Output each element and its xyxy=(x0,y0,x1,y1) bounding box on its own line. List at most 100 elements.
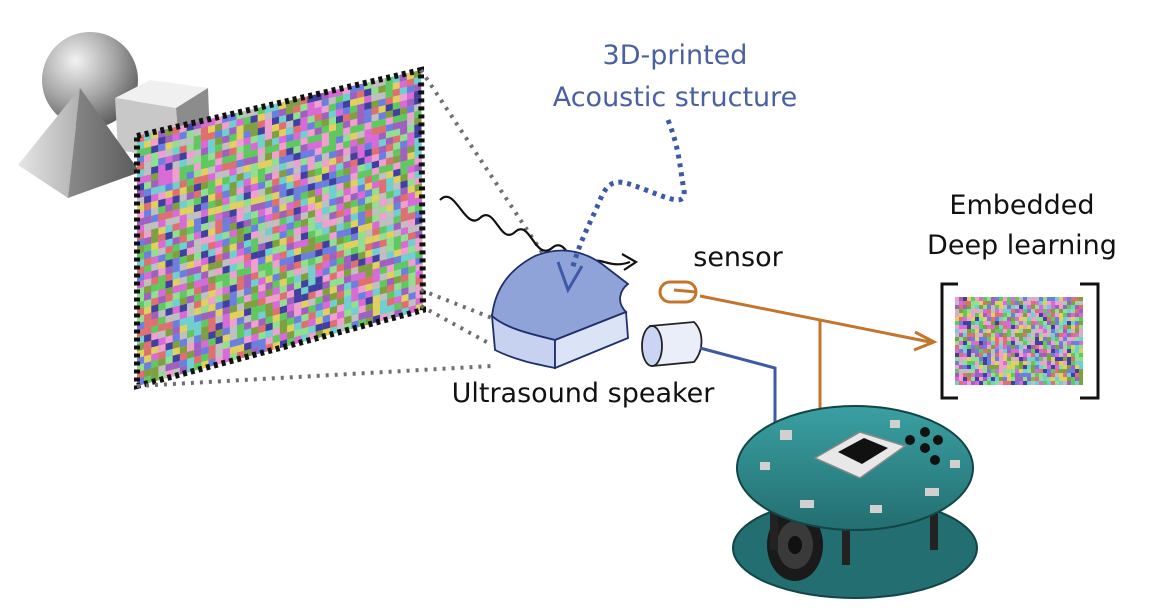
noise-cell xyxy=(144,264,152,274)
noise-cell xyxy=(286,140,294,149)
noise-cell xyxy=(365,209,373,218)
noise-cell xyxy=(243,143,251,153)
noise-cell xyxy=(287,310,295,319)
noise-cell xyxy=(236,124,244,134)
dl-noise-cell xyxy=(1079,297,1083,301)
noise-cell xyxy=(350,125,358,134)
dl-noise-cell xyxy=(1007,321,1011,325)
noise-cell xyxy=(378,105,386,114)
noise-cell xyxy=(222,189,230,199)
dl-noise-cell xyxy=(955,381,959,385)
dl-noise-cell xyxy=(955,377,959,381)
noise-cell xyxy=(158,143,166,152)
dl-noise-cell xyxy=(991,345,995,349)
noise-cell xyxy=(179,241,187,251)
dl-noise-cell xyxy=(1059,317,1063,321)
noise-cell xyxy=(151,241,159,251)
dl-noise-cell xyxy=(959,341,963,345)
noise-cell xyxy=(343,133,351,143)
noise-cell xyxy=(186,129,194,139)
noise-cell xyxy=(392,115,401,124)
noise-cell xyxy=(350,212,358,222)
noise-cell xyxy=(379,165,387,174)
dl-noise-cell xyxy=(987,333,991,337)
noise-cell xyxy=(144,250,152,260)
noise-cell xyxy=(265,213,273,223)
dl-noise-cell xyxy=(1079,325,1083,329)
noise-cell xyxy=(393,181,401,191)
dl-noise-cell xyxy=(1067,373,1071,377)
dl-noise-cell xyxy=(995,309,999,313)
noise-cell xyxy=(308,297,316,307)
dl-noise-cell xyxy=(1075,341,1079,345)
dl-noise-cell xyxy=(1059,309,1063,313)
noise-cell xyxy=(386,217,394,226)
dl-noise-cell xyxy=(975,317,979,321)
noise-cell xyxy=(357,157,365,166)
dl-noise-cell xyxy=(1059,377,1063,381)
noise-cell xyxy=(193,155,201,165)
noise-cell xyxy=(329,312,338,322)
noise-cell xyxy=(294,301,302,311)
noise-cell xyxy=(201,298,209,307)
noise-cell xyxy=(179,200,187,209)
dl-noise-cell xyxy=(1075,301,1079,305)
noise-cell xyxy=(251,217,259,226)
dl-noise-cell xyxy=(1067,353,1071,357)
noise-cell xyxy=(315,187,323,197)
noise-cell xyxy=(222,327,230,336)
noise-cell xyxy=(236,131,244,141)
dl-noise-cell xyxy=(1015,377,1019,381)
noise-cell xyxy=(243,246,252,255)
dl-noise-cell xyxy=(995,321,999,325)
noise-cell xyxy=(265,302,273,311)
noise-cell xyxy=(392,101,400,111)
noise-cell xyxy=(187,301,195,311)
noise-cell xyxy=(315,296,323,305)
dl-noise-cell xyxy=(999,325,1003,329)
dl-noise-cell xyxy=(1031,345,1035,349)
noise-cell xyxy=(308,325,316,334)
noise-cell xyxy=(321,145,329,154)
noise-cell xyxy=(350,105,358,114)
noise-cell xyxy=(257,160,265,170)
noise-cell xyxy=(279,271,287,280)
noise-cell xyxy=(222,231,230,240)
dl-noise-cell xyxy=(963,349,967,353)
noise-cell xyxy=(394,268,402,278)
noise-cell xyxy=(308,291,316,300)
noise-cell xyxy=(357,177,365,186)
noise-cell xyxy=(215,267,223,276)
noise-cell xyxy=(408,271,416,281)
noise-cell xyxy=(329,224,337,234)
noise-cell xyxy=(315,323,323,332)
noise-cell xyxy=(165,183,173,192)
noise-cell xyxy=(379,259,387,268)
dl-noise-cell xyxy=(987,317,991,321)
noise-cell xyxy=(151,269,159,279)
noise-cell xyxy=(179,310,187,320)
noise-cell xyxy=(172,202,180,211)
noise-cell xyxy=(329,177,337,186)
dl-noise-cell xyxy=(1003,297,1007,301)
dl-noise-cell xyxy=(1011,369,1015,373)
noise-cell xyxy=(293,145,301,154)
dl-noise-cell xyxy=(1011,365,1015,369)
dl-noise-cell xyxy=(1047,305,1051,309)
noise-cell xyxy=(215,177,223,187)
noise-cell xyxy=(286,242,294,251)
noise-cell xyxy=(265,247,273,257)
noise-cell xyxy=(229,126,237,136)
dl-noise-cell xyxy=(959,365,963,369)
noise-cell xyxy=(407,185,415,194)
noise-cell xyxy=(315,269,323,278)
noise-cell xyxy=(328,96,336,105)
noise-cell xyxy=(144,167,152,176)
noise-cell xyxy=(243,123,251,132)
noise-cell xyxy=(165,286,173,296)
noise-cell xyxy=(208,262,216,271)
noise-cell xyxy=(336,236,344,246)
dl-noise-cell xyxy=(1027,369,1031,373)
noise-cell xyxy=(179,158,187,168)
noise-cell xyxy=(400,133,408,142)
